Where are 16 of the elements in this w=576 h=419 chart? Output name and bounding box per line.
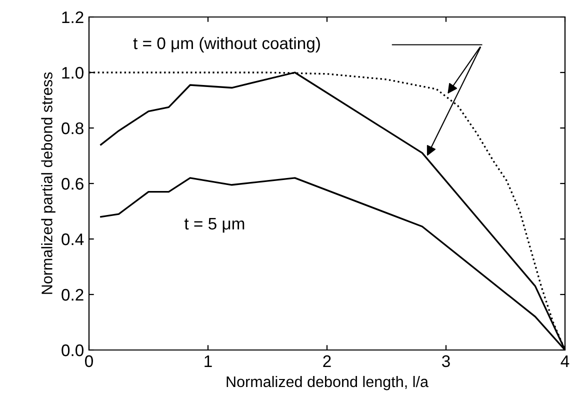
x-tick-label: 3 [442, 355, 450, 368]
x-tick-label: 2 [323, 355, 331, 367]
x-tick-label: 4 [560, 355, 570, 367]
y-tick-label: 0.6 [62, 178, 84, 190]
y-tick-label: 0.0 [62, 344, 84, 356]
x-tick-label: 1 [204, 355, 212, 367]
y-axis-title: Normalized partial debond stress [41, 72, 56, 294]
y-tick-label: 0.8 [62, 122, 84, 134]
x-tick-label: 0 [85, 355, 93, 368]
y-tick-label: 0.4 [62, 233, 84, 246]
x-axis-title: Normalized debond length, l/a [226, 376, 428, 390]
annotation: t = 5 μm [184, 218, 244, 233]
y-tick-label: 1.0 [62, 66, 84, 79]
annotation: t = 0 μm (without coating) [133, 36, 320, 53]
y-tick-label: 1.2 [62, 11, 84, 24]
y-tick-label: 0.2 [62, 288, 84, 301]
